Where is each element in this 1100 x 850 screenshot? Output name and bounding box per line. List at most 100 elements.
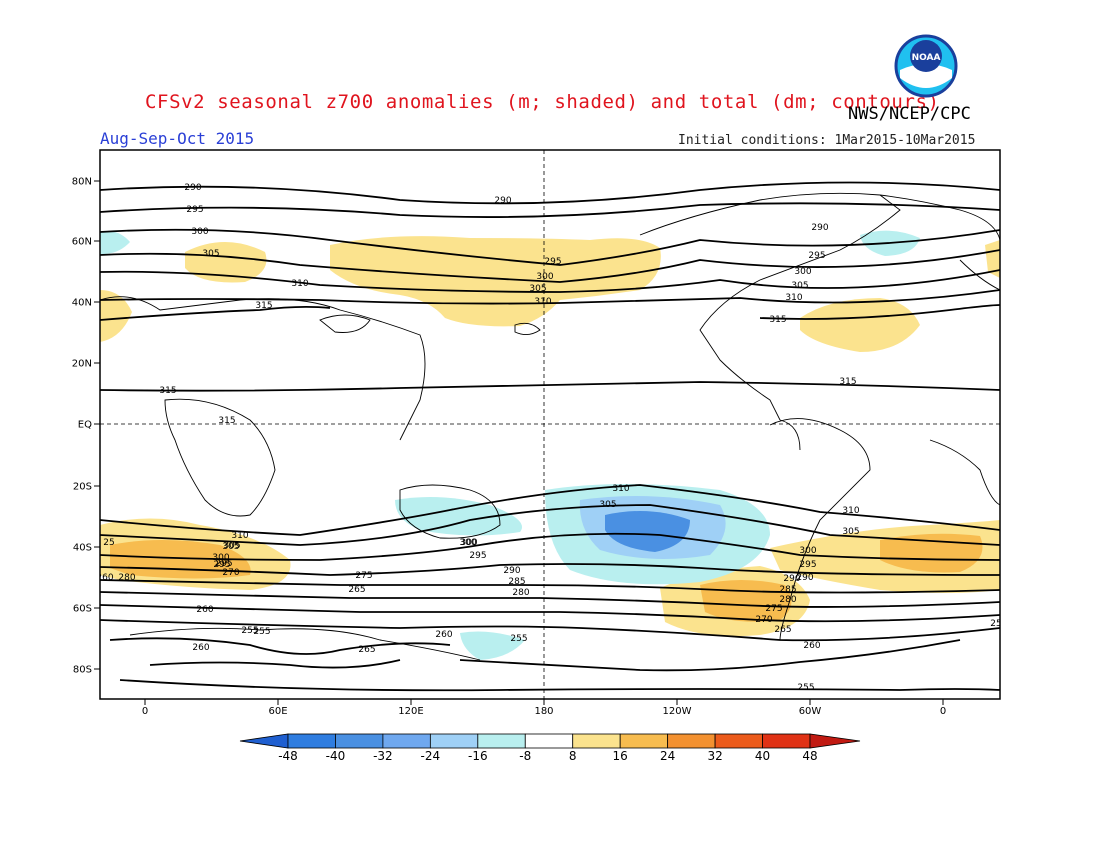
contour-label: 285 [779, 585, 796, 595]
colorbar-label: 40 [755, 749, 770, 763]
contour-label: 275 [765, 604, 782, 614]
lat-label: 80S [73, 665, 92, 676]
contour-label: 300 [191, 227, 208, 237]
contour-label: 290 [503, 566, 520, 576]
longitude-axis: 0 60E 120E 180 120W 60W 0 [142, 699, 946, 717]
colorbar-label: 32 [707, 749, 722, 763]
contour-label: 305 [529, 284, 546, 294]
colorbar-label: -48 [278, 749, 298, 763]
contour-label: 300 [212, 553, 229, 563]
map-title: CFSv2 seasonal z700 anomalies (m; shaded… [145, 91, 940, 113]
colorbar-swatch [382, 733, 431, 749]
colorbar-swatch [524, 733, 574, 749]
contour-label: 295 [213, 560, 230, 570]
noaa-logo-icon: NOAA [894, 34, 958, 98]
contour-labels: 2902902953003053103153153152953003053102… [96, 183, 1001, 693]
contour-label: 295 [808, 251, 825, 261]
contour-label: 315 [839, 377, 856, 387]
lat-label: 40N [72, 298, 92, 309]
lat-label: 80N [72, 177, 92, 188]
contour-label: 310 [842, 506, 859, 516]
contour-label: 295 [186, 205, 203, 215]
colorbar-arrow-right [809, 733, 861, 749]
colorbar-label: -16 [468, 749, 488, 763]
contour-label: 295 [469, 551, 486, 561]
contour-label: 315 [159, 386, 176, 396]
lon-label: 180 [534, 706, 553, 717]
contour-label: 315 [769, 315, 786, 325]
lat-label: 20N [72, 359, 92, 370]
lon-label: 120W [663, 706, 692, 717]
contour-label: 305 [791, 281, 808, 291]
contour-label: 310 [534, 297, 551, 307]
contour-label: 280 [779, 595, 796, 605]
contour-label: 315 [255, 301, 272, 311]
contour-label: 310 [291, 279, 308, 289]
contour-label: 260 [192, 643, 209, 653]
colorbar-label: 24 [660, 749, 675, 763]
contour-label: 305 [222, 542, 239, 552]
colorbar-label: -32 [373, 749, 393, 763]
height-contours [100, 181, 1000, 692]
colorbar-arrow-left [239, 733, 289, 749]
colorbar-swatch [429, 733, 479, 749]
noaa-logo-text: NOAA [912, 53, 941, 63]
contour-label: 300 [799, 546, 816, 556]
colorbar-swatch [667, 733, 716, 749]
colorbar-label: -40 [326, 749, 346, 763]
colorbar-label: 16 [613, 749, 628, 763]
contour-label: 255 [241, 626, 258, 636]
colorbar-swatch [477, 733, 526, 749]
contour-label: 310 [231, 531, 248, 541]
contour-label: 270 [755, 615, 772, 625]
contour-label: 25 [990, 619, 1001, 629]
colorbar-swatch [714, 733, 763, 749]
latitude-axis: 80N 60N 40N 20N EQ 20S 40S 60S 80S [72, 177, 100, 676]
agency-label: NWS/NCEP/CPC [848, 104, 971, 124]
colorbar-label: 8 [569, 749, 577, 763]
contour-label: 315 [218, 416, 235, 426]
contour-label: 280 [512, 588, 529, 598]
contour-label: 300 [459, 538, 476, 548]
contour-label: 305 [842, 527, 859, 537]
lat-label: EQ [78, 420, 92, 431]
contour-label: 265 [358, 645, 375, 655]
contour-label: 310 [612, 484, 629, 494]
contour-label: 25 [103, 538, 114, 548]
contour-label: 310 [785, 293, 802, 303]
contour-label: 280 [118, 573, 135, 583]
lat-label: 60N [72, 237, 92, 248]
contour-label: 255 [253, 627, 270, 637]
contour-label: 255 [510, 634, 527, 644]
lon-label: 0 [940, 706, 946, 717]
lat-label: 20S [73, 482, 92, 493]
contour-label: 255 [797, 683, 814, 693]
initial-conditions-label: Initial conditions: 1Mar2015-10Mar2015 [678, 133, 976, 148]
contour-label: 260 [96, 573, 113, 583]
coastlines [100, 192, 1000, 661]
lon-label: 60W [799, 706, 822, 717]
contour-label: 270 [222, 568, 239, 578]
contour-label: 300 [536, 272, 553, 282]
colorbar-label: 48 [802, 749, 817, 763]
contour-label: 290 [184, 183, 201, 193]
colorbar: -48 -40 -32 -24 -16 -8 8 16 24 32 40 48 [239, 733, 861, 763]
contour-label: 285 [508, 577, 525, 587]
contour-label: 305 [599, 500, 616, 510]
colorbar-swatch [335, 733, 384, 749]
colorbar-swatch [762, 733, 811, 749]
contour-label: 300 [460, 538, 477, 548]
season-label: Aug-Sep-Oct 2015 [100, 129, 255, 148]
colorbar-label: -24 [421, 749, 441, 763]
contour-label: 295 [544, 257, 561, 267]
colorbar-swatch [619, 733, 669, 749]
contour-label: 295 [799, 560, 816, 570]
contour-label: 265 [348, 585, 365, 595]
colorbar-swatch [572, 733, 621, 749]
lon-label: 0 [142, 706, 148, 717]
contour-label: 290 [811, 223, 828, 233]
contour-label: 290 [494, 196, 511, 206]
lat-label: 40S [73, 543, 92, 554]
contour-label: 275 [355, 571, 372, 581]
